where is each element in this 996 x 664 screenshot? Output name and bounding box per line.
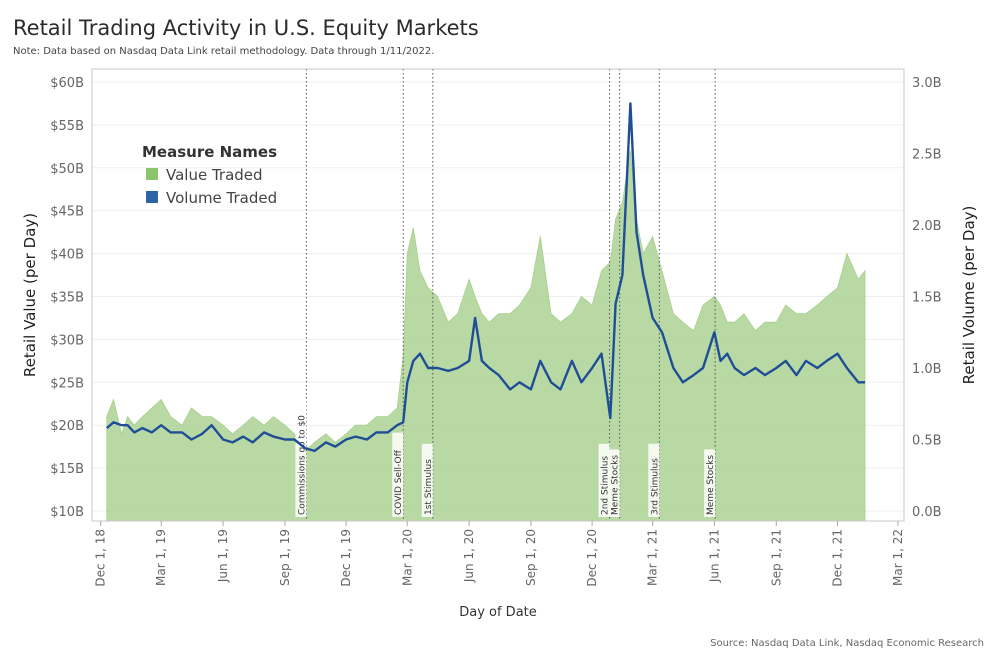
y-tick-label: $25B bbox=[50, 376, 84, 391]
x-tick-label: Mar 1, 22 bbox=[891, 529, 905, 586]
annotation-label-bg bbox=[598, 443, 610, 517]
x-tick-label: Mar 1, 21 bbox=[646, 529, 660, 586]
annotation-label-bg bbox=[608, 449, 620, 517]
x-tick-label: Sep 1, 20 bbox=[524, 529, 538, 586]
legend-item-volume: Volume Traded bbox=[166, 189, 277, 207]
x-tick-label: Sep 1, 19 bbox=[278, 529, 292, 586]
y2-tick-label: 2.5B bbox=[912, 148, 942, 163]
y2-tick-label: 3.0B bbox=[912, 76, 942, 91]
y2-tick-label: 1.5B bbox=[912, 291, 942, 306]
x-tick-label: Dec 1, 20 bbox=[585, 529, 599, 587]
plot-frame bbox=[91, 68, 905, 522]
y2-tick-label: 1.0B bbox=[912, 362, 942, 377]
y-tick-label: $50B bbox=[50, 162, 84, 177]
volume-traded-line bbox=[106, 102, 865, 453]
annotation-label-bg bbox=[392, 432, 404, 517]
y-axis-label: Retail Value (per Day) bbox=[21, 213, 39, 377]
y2-tick-label: 0.5B bbox=[912, 434, 942, 449]
y2-axis-label: Retail Volume (per Day) bbox=[960, 206, 978, 385]
x-axis-label: Day of Date bbox=[459, 605, 537, 620]
chart-note: Note: Data based on Nasdaq Data Link ret… bbox=[13, 46, 435, 57]
x-tick-label: Sep 1, 21 bbox=[769, 529, 783, 586]
x-tick-label: Mar 1, 19 bbox=[154, 529, 168, 586]
annotation-label: 3rd Stimulus bbox=[650, 458, 660, 515]
y-tick-label: $40B bbox=[50, 248, 84, 263]
legend-swatch-volume bbox=[146, 191, 158, 203]
x-tick-label: Dec 1, 18 bbox=[94, 529, 108, 587]
annotation-label: 2nd Stimulus bbox=[601, 456, 611, 515]
y2-tick-label: 0.0B bbox=[912, 505, 942, 520]
annotation-label: 1st Stimulus bbox=[424, 459, 434, 515]
y-tick-label: $30B bbox=[50, 333, 84, 348]
annotation-label-bg bbox=[648, 443, 660, 517]
legend-item-value: Value Traded bbox=[166, 166, 263, 184]
y-tick-label: $15B bbox=[50, 462, 84, 477]
source-note: Source: Nasdaq Data Link, Nasdaq Economi… bbox=[710, 638, 984, 649]
x-tick-label: Jun 1, 21 bbox=[707, 529, 721, 583]
annotation-label: COVID Sell-Off bbox=[394, 449, 404, 515]
y-tick-label: $55B bbox=[50, 119, 84, 134]
legend-title: Measure Names bbox=[142, 143, 277, 161]
annotation-label: Meme Stocks bbox=[706, 455, 716, 515]
y-tick-label: $45B bbox=[50, 205, 84, 220]
legend-swatch-value bbox=[146, 168, 158, 180]
annotation-label-bg bbox=[295, 399, 307, 517]
annotation-label: Meme Stocks bbox=[611, 455, 621, 515]
chart-title: Retail Trading Activity in U.S. Equity M… bbox=[13, 16, 479, 40]
y2-tick-label: 2.0B bbox=[912, 219, 942, 234]
x-tick-label: Dec 1, 19 bbox=[339, 529, 353, 587]
y-axis-left: $10B $15B $20B $25B $30B $35B $40B $45B $50B $55B… bbox=[50, 76, 84, 520]
annotation-label: Commissions go to $0 bbox=[297, 415, 307, 515]
y-axis-right: 0.0B 0.5B 1.0B 1.5B 2.0B 2.5B 3.0B bbox=[912, 76, 942, 520]
x-tick-label: Jun 1, 19 bbox=[216, 529, 230, 583]
annotation-label-bg bbox=[421, 443, 433, 517]
y-tick-label: $10B bbox=[50, 505, 84, 520]
y-tick-label: $20B bbox=[50, 419, 84, 434]
x-tick-label: Dec 1, 21 bbox=[830, 529, 844, 587]
y-tick-label: $60B bbox=[50, 76, 84, 91]
x-tick-label: Jun 1, 20 bbox=[462, 529, 476, 583]
y-tick-label: $35B bbox=[50, 291, 84, 306]
annotation-label-bg bbox=[704, 449, 716, 517]
value-traded-area bbox=[106, 150, 866, 522]
x-axis: Dec 1, 18 Mar 1, 19 Jun 1, 19 Sep 1, 19 Dec … bbox=[94, 521, 905, 587]
annotation-lines: Commissions go to $0 COVID Sell-Off 1st St… bbox=[295, 69, 716, 521]
x-tick-label: Mar 1, 20 bbox=[400, 529, 414, 586]
legend: Measure Names Value Traded Volume Traded bbox=[142, 143, 277, 207]
